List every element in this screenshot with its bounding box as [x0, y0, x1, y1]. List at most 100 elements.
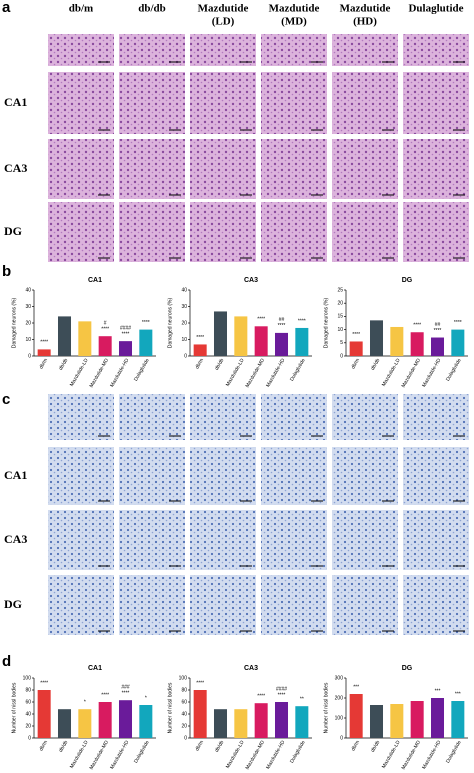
- x-tick-label: db/db: [370, 739, 382, 753]
- micrograph: [48, 510, 114, 570]
- y-tick-label: 20: [25, 723, 31, 729]
- bar: [451, 329, 465, 356]
- y-axis-label: Number of nissl bodies: [323, 682, 329, 733]
- significance-label: ##: [435, 322, 441, 328]
- significance-label: ####: [120, 325, 131, 331]
- column-header: db/db: [138, 3, 166, 15]
- row-label: DG: [4, 224, 22, 238]
- bar: [37, 349, 51, 356]
- micrograph: [119, 394, 185, 440]
- bar: [430, 698, 445, 738]
- significance-label: ****: [257, 694, 265, 700]
- chart-title: DG: [402, 665, 413, 672]
- column-header: (MD): [281, 16, 307, 28]
- micrograph: [261, 34, 327, 66]
- bar: [57, 316, 72, 356]
- micrograph: [119, 139, 185, 199]
- bar: [274, 332, 289, 356]
- micrograph: [119, 575, 185, 635]
- micrograph: [48, 575, 114, 635]
- significance-label: ****: [454, 320, 462, 326]
- micrograph: [332, 202, 398, 262]
- significance-label: ****: [101, 327, 109, 333]
- y-tick-label: 0: [340, 735, 343, 741]
- bar: [37, 690, 51, 738]
- significance-label: ##: [279, 317, 285, 323]
- bar: [78, 321, 92, 356]
- bar: [369, 705, 384, 738]
- bar: [254, 703, 268, 738]
- panel-label: c: [2, 391, 10, 408]
- significance-label: ****: [122, 691, 130, 697]
- significance-label: ****: [352, 332, 360, 338]
- micrograph: [190, 34, 256, 66]
- x-tick-label: Mazdutide-LD: [225, 739, 246, 769]
- significance-label: ****: [278, 692, 286, 698]
- y-tick-label: 100: [335, 715, 344, 721]
- x-tick-label: Mazdutide-MD: [89, 357, 111, 388]
- y-tick-label: 80: [25, 687, 31, 693]
- bar: [349, 694, 363, 738]
- y-tick-label: 80: [181, 687, 187, 693]
- micrograph: [332, 139, 398, 199]
- y-tick-label: 0: [28, 735, 31, 741]
- micrograph: [261, 202, 327, 262]
- x-tick-label: Mazdutide-HD: [109, 739, 130, 770]
- micrograph: [403, 34, 469, 66]
- significance-label: ****: [122, 331, 130, 337]
- x-tick-label: Mazdutide-LD: [69, 357, 90, 387]
- micrograph: [48, 139, 114, 199]
- bar: [139, 705, 153, 738]
- row-label: CA1: [4, 95, 27, 109]
- x-tick-label: Mazdutide-MD: [401, 357, 423, 388]
- row-label: DG: [4, 597, 22, 611]
- micrograph: [190, 72, 256, 134]
- micrograph: [48, 202, 114, 262]
- micrograph: [119, 34, 185, 66]
- x-tick-label: Dulaglutide: [133, 357, 151, 382]
- x-tick-label: Mazdutide-LD: [69, 739, 90, 769]
- y-tick-label: 20: [181, 320, 187, 326]
- micrograph: [403, 575, 469, 635]
- significance-label: ****: [434, 328, 442, 334]
- x-tick-label: Mazdutide-MD: [89, 739, 111, 770]
- y-tick-label: 25: [337, 287, 343, 293]
- y-tick-label: 0: [340, 353, 343, 359]
- bar: [254, 326, 268, 356]
- bar: [369, 320, 384, 356]
- column-header: Dulaglutide: [408, 3, 463, 15]
- micrograph: [119, 447, 185, 505]
- significance-label: #: [104, 321, 107, 327]
- micrograph: [332, 447, 398, 505]
- y-tick-label: 40: [181, 287, 187, 293]
- micrograph: [261, 139, 327, 199]
- x-tick-label: db/db: [58, 739, 70, 753]
- bar: [234, 709, 248, 738]
- micrograph: [332, 72, 398, 134]
- y-tick-label: 5: [340, 340, 343, 346]
- x-tick-label: db/m: [350, 740, 361, 753]
- column-header: (HD): [353, 16, 377, 28]
- micrograph: [119, 202, 185, 262]
- significance-label: ****: [40, 680, 48, 686]
- significance-label: ****: [278, 323, 286, 329]
- x-tick-label: db/m: [350, 358, 361, 371]
- y-tick-label: 0: [184, 353, 187, 359]
- significance-label: ****: [101, 692, 109, 698]
- y-tick-label: 60: [25, 699, 31, 705]
- micrograph: [332, 34, 398, 66]
- significance-label: ****: [298, 318, 306, 324]
- y-tick-label: 20: [337, 301, 343, 307]
- x-tick-label: db/db: [370, 357, 382, 371]
- x-tick-label: Mazdutide-MD: [401, 739, 423, 770]
- x-tick-label: Mazdutide-LD: [381, 739, 402, 769]
- x-tick-label: Mazdutide-HD: [421, 357, 442, 388]
- column-header: Mazdutide: [198, 3, 249, 15]
- y-tick-label: 0: [184, 735, 187, 741]
- micrograph: [261, 447, 327, 505]
- x-tick-label: Mazdutide-HD: [109, 357, 130, 388]
- chart-title: CA1: [88, 277, 102, 284]
- y-tick-label: 100: [179, 675, 188, 681]
- micrograph: [119, 510, 185, 570]
